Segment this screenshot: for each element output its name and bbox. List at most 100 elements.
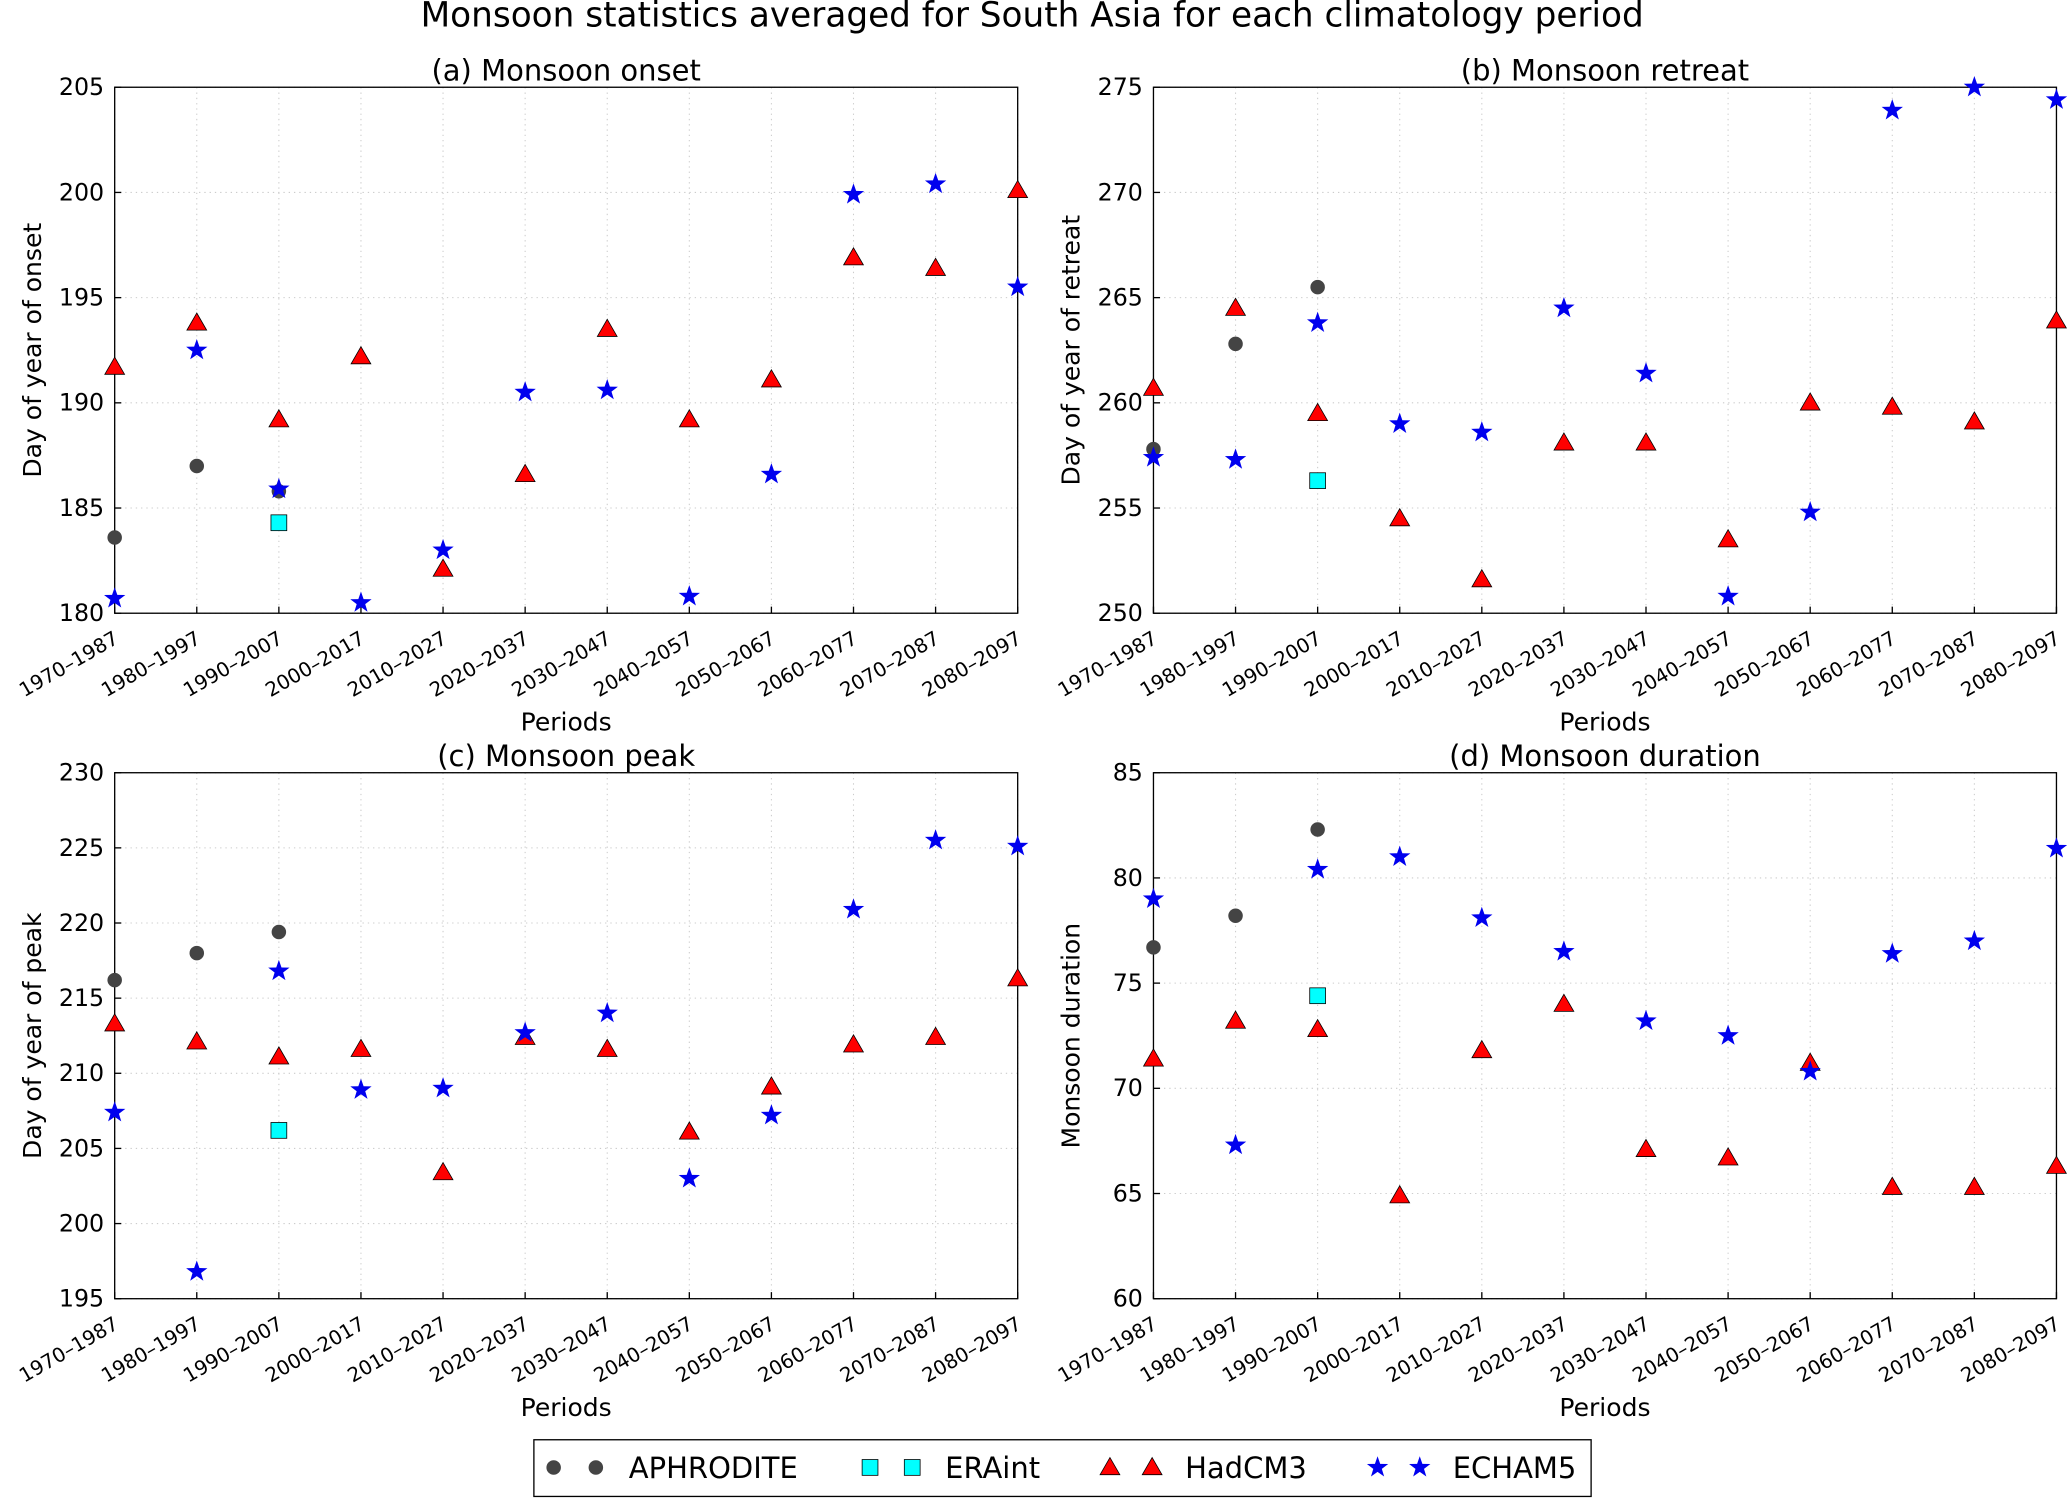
data-point bbox=[1224, 297, 1247, 316]
series-echam5 bbox=[1142, 837, 2067, 1155]
legend: APHRODITE ERAint HadCM3 ECHAM5 bbox=[533, 1439, 1592, 1498]
data-point bbox=[678, 408, 700, 428]
data-point bbox=[1307, 1018, 1329, 1038]
data-point bbox=[268, 959, 290, 981]
y-tick-label: 190 bbox=[59, 389, 104, 417]
legend-marker bbox=[588, 1460, 604, 1475]
data-point bbox=[1717, 585, 1739, 606]
data-point bbox=[760, 463, 783, 484]
data-point bbox=[1389, 845, 1411, 866]
x-axis-label: Periods bbox=[1559, 1393, 1650, 1422]
data-point bbox=[186, 339, 208, 360]
data-point bbox=[596, 318, 618, 337]
data-point bbox=[1553, 993, 1575, 1012]
data-point bbox=[1635, 1138, 1657, 1157]
data-point bbox=[842, 1034, 865, 1053]
legend-label: APHRODITE bbox=[629, 1451, 798, 1485]
data-point bbox=[1306, 311, 1329, 332]
series-echam5 bbox=[1142, 76, 2067, 606]
data-point bbox=[514, 381, 536, 402]
data-point bbox=[107, 972, 122, 988]
panel-b: 2502552602652702751970–19871980–19971990… bbox=[1054, 54, 2067, 737]
data-point bbox=[1963, 76, 1986, 97]
y-tick-label: 205 bbox=[59, 73, 104, 101]
data-point bbox=[2045, 1155, 2067, 1174]
data-point bbox=[432, 1077, 454, 1098]
data-point bbox=[842, 898, 865, 919]
legend-marker bbox=[903, 1459, 921, 1476]
axes-frame bbox=[114, 772, 1019, 1300]
data-point bbox=[350, 1078, 372, 1099]
y-tick-label: 265 bbox=[1098, 284, 1143, 312]
data-point bbox=[350, 1038, 372, 1057]
data-point bbox=[2045, 310, 2067, 329]
data-point bbox=[186, 1031, 208, 1050]
data-point bbox=[2045, 837, 2067, 858]
data-point bbox=[1553, 432, 1575, 451]
y-tick-label: 255 bbox=[1098, 494, 1143, 522]
data-point bbox=[1471, 906, 1493, 927]
data-point bbox=[514, 463, 536, 483]
data-point bbox=[1799, 501, 1821, 522]
y-tick-label: 70 bbox=[1113, 1074, 1143, 1102]
data-point bbox=[1389, 1184, 1411, 1204]
data-point bbox=[1389, 412, 1411, 433]
series-aphrodite bbox=[1146, 822, 1325, 955]
data-point bbox=[432, 558, 454, 577]
data-point bbox=[268, 477, 290, 499]
legend-marker bbox=[546, 1460, 561, 1475]
data-point bbox=[1007, 967, 1029, 987]
data-point bbox=[760, 1076, 782, 1095]
legend-entry-aphrodite: APHRODITE bbox=[546, 1451, 798, 1485]
legend-marker bbox=[861, 1459, 879, 1476]
y-tick-label: 60 bbox=[1113, 1285, 1143, 1313]
data-point bbox=[1228, 908, 1243, 924]
data-point bbox=[1471, 1039, 1493, 1059]
panel-title: (c) Monsoon peak bbox=[437, 739, 695, 773]
data-point bbox=[104, 1013, 126, 1032]
data-point bbox=[271, 924, 287, 940]
data-point bbox=[104, 356, 126, 375]
data-point bbox=[924, 829, 947, 850]
data-point bbox=[186, 1260, 208, 1281]
data-point bbox=[1224, 448, 1247, 469]
legend-entry-eraint: ERAint bbox=[861, 1451, 1040, 1485]
x-axis-label: Periods bbox=[521, 1393, 612, 1422]
data-point bbox=[925, 1026, 947, 1045]
series-hadcm3 bbox=[1142, 993, 2067, 1204]
y-tick-label: 215 bbox=[59, 984, 104, 1012]
y-tick-label: 220 bbox=[59, 909, 104, 937]
panel-title: (a) Monsoon onset bbox=[431, 54, 700, 88]
data-point bbox=[1717, 1024, 1739, 1045]
data-point bbox=[350, 345, 372, 365]
y-tick-label: 195 bbox=[59, 1285, 104, 1313]
y-tick-label: 200 bbox=[59, 1209, 104, 1237]
data-point bbox=[1881, 99, 1903, 120]
data-point bbox=[678, 1121, 700, 1140]
y-tick-label: 225 bbox=[59, 834, 104, 862]
panel-c: 1952002052102152202252301970–19871980–19… bbox=[15, 739, 1029, 1422]
panel-d: 6065707580851970–19871980–19971990–20072… bbox=[1054, 739, 2067, 1422]
legend-label: HadCM3 bbox=[1185, 1451, 1307, 1485]
data-point bbox=[1471, 421, 1493, 442]
data-point bbox=[1635, 362, 1657, 383]
data-point bbox=[1881, 396, 1903, 415]
data-point bbox=[1717, 528, 1739, 548]
legend-marker bbox=[1099, 1456, 1121, 1476]
y-tick-label: 230 bbox=[59, 759, 104, 787]
data-point bbox=[270, 1122, 288, 1139]
series-aphrodite bbox=[107, 458, 287, 545]
data-point bbox=[268, 1046, 290, 1065]
series-echam5 bbox=[104, 172, 1029, 612]
data-point bbox=[1963, 929, 1986, 951]
series-eraint bbox=[1309, 987, 1326, 1005]
suptitle: Monsoon statistics averaged for South As… bbox=[421, 0, 1644, 36]
data-point bbox=[1310, 822, 1325, 837]
data-point bbox=[842, 183, 865, 204]
y-tick-label: 205 bbox=[59, 1134, 104, 1162]
legend-marker bbox=[1366, 1456, 1389, 1477]
data-point bbox=[189, 458, 205, 474]
y-tick-label: 185 bbox=[59, 494, 104, 522]
data-point bbox=[1228, 336, 1243, 352]
